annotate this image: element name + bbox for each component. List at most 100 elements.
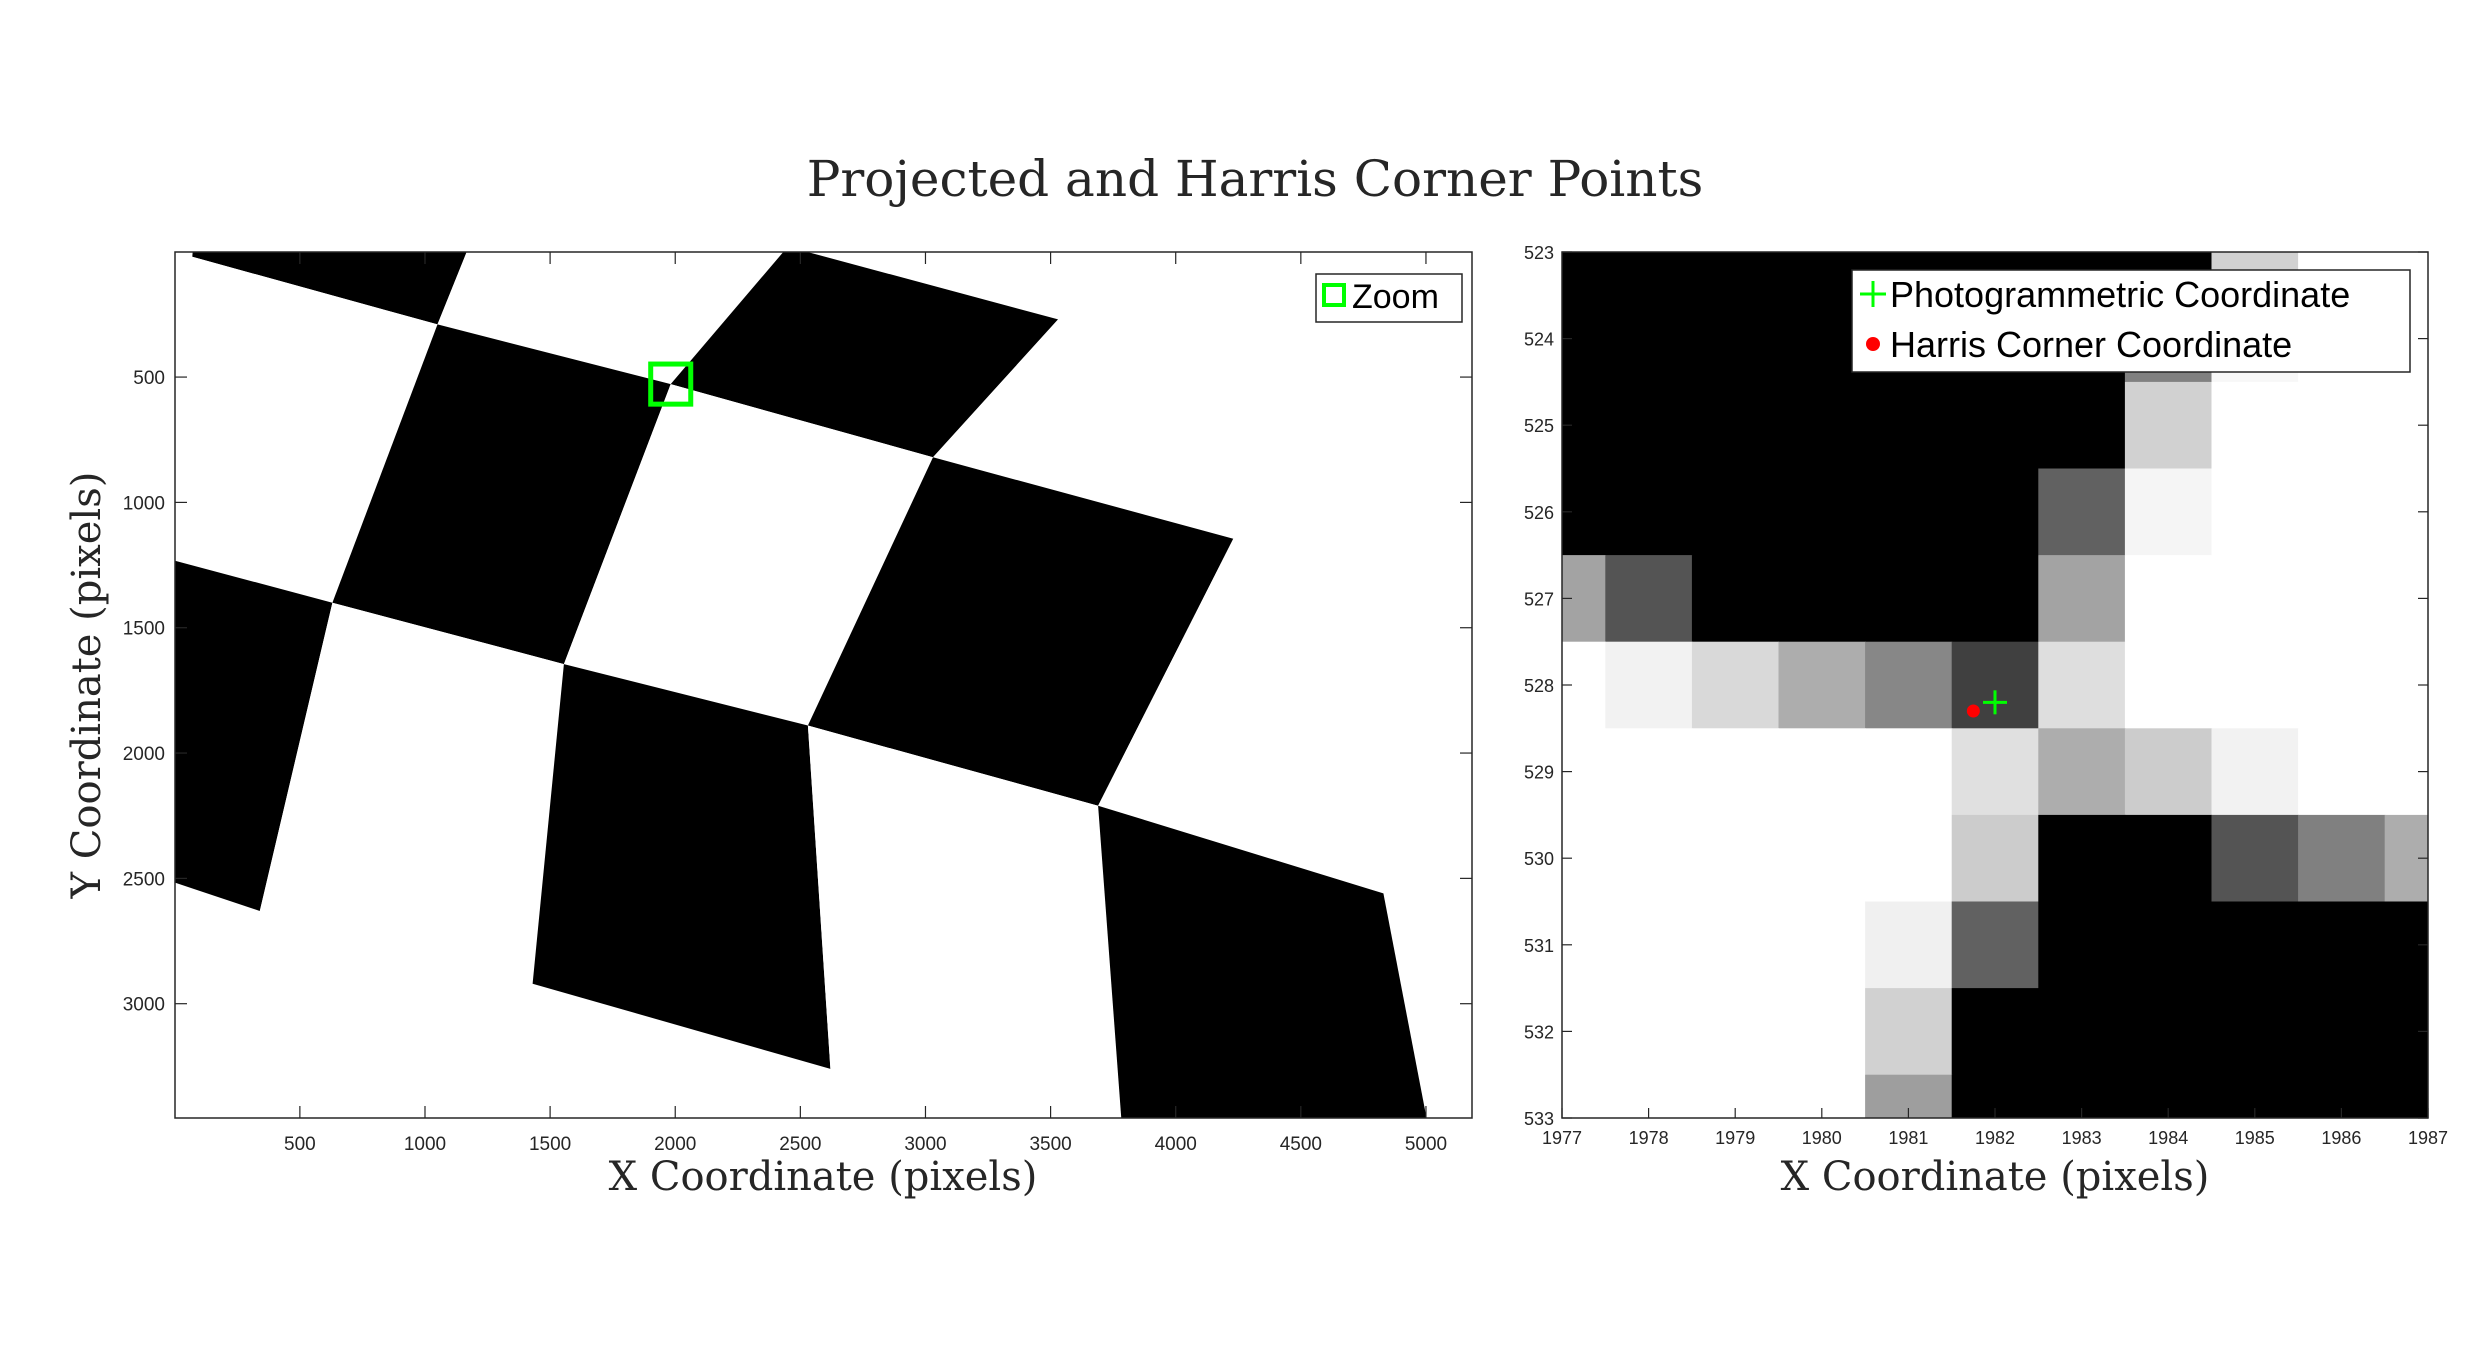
figure-title: Projected and Harris Corner Points xyxy=(807,150,1704,208)
x-tick-label: 3500 xyxy=(1029,1134,1071,1155)
pixel-cell xyxy=(1605,814,1693,903)
right-y-ticks: 523 524 525 526 527 528 529 530 531 532 533 xyxy=(1524,243,2428,1129)
pixel-cell xyxy=(1778,295,1866,383)
x-tick-label: 4000 xyxy=(1155,1134,1197,1155)
x-tick-label: 2000 xyxy=(654,1134,696,1155)
right-x-ticks: 1977 1978 1979 1980 1981 1982 1983 1984 1985 1986… xyxy=(1542,1108,2448,1148)
legend-entry-photogrammetric: Photogrammetric Coordinate xyxy=(1890,274,2350,315)
checker-cell xyxy=(1098,805,1427,1118)
zoom-box-layer xyxy=(648,361,694,407)
pixel-cell xyxy=(1778,728,1866,816)
x-tick-label: 1985 xyxy=(2235,1128,2275,1148)
pixel-cell xyxy=(1951,728,2039,816)
pixel-cell xyxy=(2038,901,2126,989)
pixel-cell xyxy=(1951,555,2039,643)
pixel-cell xyxy=(1605,988,1693,1076)
pixel-cell xyxy=(2211,728,2299,816)
checkerboard-image xyxy=(175,252,1472,1118)
pixel-cell xyxy=(1562,252,1606,296)
pixel-cell xyxy=(1691,555,1780,643)
photogrammetric-point xyxy=(1983,690,2007,715)
x-tick-label: 1987 xyxy=(2408,1128,2448,1148)
legend-plus-icon xyxy=(1860,281,1886,307)
pixel-cell xyxy=(2298,555,2386,643)
pixel-cell xyxy=(2038,381,2126,470)
pixel-cell xyxy=(1605,641,1693,729)
checker-cell xyxy=(332,324,671,665)
pixel-cell xyxy=(2124,901,2213,989)
left-axes: 500 1000 1500 2000 2500 3000 3500 4000 4500 5000 … xyxy=(64,251,1473,1200)
legend-dot-icon xyxy=(1866,337,1880,351)
pixel-cell xyxy=(1865,641,1953,729)
x-tick-label: 1977 xyxy=(1542,1128,1582,1148)
y-tick-label: 1500 xyxy=(123,619,165,640)
y-tick-label: 2500 xyxy=(123,869,165,890)
checker-cell xyxy=(933,319,1351,539)
pixel-cell xyxy=(1691,901,1780,989)
x-tick-label: 2500 xyxy=(779,1134,821,1155)
x-tick-label: 3000 xyxy=(904,1134,946,1155)
x-tick-label: 4500 xyxy=(1280,1134,1322,1155)
checker-cell xyxy=(807,457,1234,806)
pixel-cell xyxy=(1691,641,1780,729)
checker-cell xyxy=(1098,538,1472,894)
legend-entry-harris: Harris Corner Coordinate xyxy=(1890,324,2292,365)
x-tick-label: 1982 xyxy=(1975,1128,2015,1148)
checker-cell xyxy=(192,252,467,325)
pixel-cell xyxy=(1691,295,1780,383)
pixel-cell xyxy=(2211,988,2299,1076)
pixel-cell xyxy=(1605,295,1693,383)
y-tick-label: 527 xyxy=(1524,589,1554,609)
left-y-axis-label: Y Coordinate (pixels) xyxy=(64,472,110,900)
right-legend-box xyxy=(1851,269,2411,373)
left-x-ticks: 500 1000 1500 2000 2500 3000 3500 4000 4500 5000 xyxy=(284,252,1447,1155)
pixel-cell xyxy=(2211,901,2299,989)
right-axes: 1977 1978 1979 1980 1981 1982 1983 1984 1985 1986… xyxy=(1524,243,2448,1200)
pixel-cell xyxy=(2038,814,2126,903)
checker-cell xyxy=(175,560,333,911)
pixel-cell xyxy=(1865,555,1953,643)
left-axes-box xyxy=(174,251,1473,1119)
pixel-cell xyxy=(2298,468,2386,556)
y-tick-label: 526 xyxy=(1524,503,1554,523)
pixel-cell xyxy=(1691,988,1780,1076)
y-tick-label: 525 xyxy=(1524,416,1554,436)
pixel-cell xyxy=(2124,728,2213,816)
x-tick-label: 1980 xyxy=(1802,1128,1842,1148)
pixel-cell xyxy=(2211,814,2299,903)
left-legend-box xyxy=(1315,273,1463,323)
pixel-cell xyxy=(1778,381,1866,470)
pixel-cell xyxy=(2298,728,2386,816)
x-tick-label: 1983 xyxy=(2062,1128,2102,1148)
pixel-cell xyxy=(1778,988,1866,1076)
pixel-cell xyxy=(2124,468,2213,556)
checker-cell xyxy=(175,256,438,603)
pixel-cell xyxy=(1605,728,1693,816)
pixel-cell xyxy=(1778,555,1866,643)
pixel-cell xyxy=(1778,468,1866,556)
y-tick-label: 3000 xyxy=(123,995,165,1016)
pixel-cell xyxy=(1691,468,1780,556)
pixel-cell xyxy=(1865,728,1953,816)
y-tick-label: 528 xyxy=(1524,676,1554,696)
pixel-cell xyxy=(1865,468,1953,556)
pixel-cell xyxy=(2298,381,2386,470)
x-tick-label: 1978 xyxy=(1629,1128,1669,1148)
checker-cell xyxy=(670,252,1059,458)
y-tick-label: 533 xyxy=(1524,1109,1554,1129)
checker-cell xyxy=(259,602,564,984)
y-tick-label: 532 xyxy=(1524,1022,1554,1042)
y-tick-label: 529 xyxy=(1524,763,1554,783)
y-tick-label: 523 xyxy=(1524,243,1554,263)
pixel-cell xyxy=(2038,728,2126,816)
checker-cell xyxy=(563,384,933,726)
pixel-cell xyxy=(2124,814,2213,903)
pixel-cell xyxy=(1778,641,1866,729)
x-tick-label: 5000 xyxy=(1405,1134,1447,1155)
pixel-cell xyxy=(2298,814,2386,903)
pixel-cell xyxy=(1778,252,1866,296)
pixel-cell xyxy=(1691,381,1780,470)
pixel-cell xyxy=(1865,814,1953,903)
x-tick-label: 500 xyxy=(284,1134,316,1155)
